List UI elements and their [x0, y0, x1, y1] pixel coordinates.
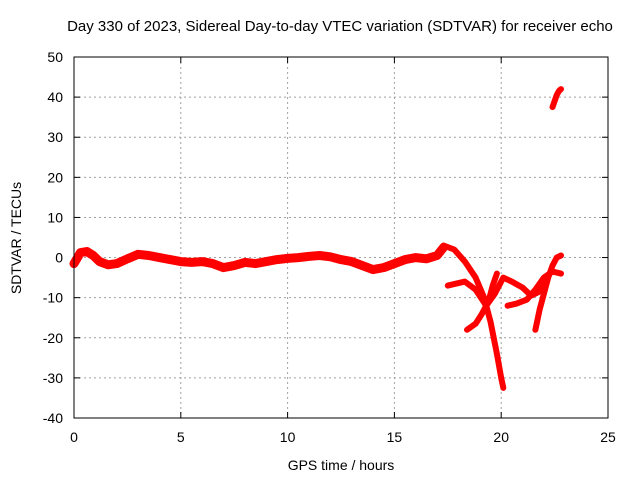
data-point [242, 259, 248, 265]
data-point [77, 250, 83, 256]
grid-lines [74, 57, 608, 418]
data-point [295, 255, 301, 261]
data-point [558, 253, 564, 258]
data-point [146, 253, 152, 258]
x-tick-label: 20 [493, 429, 509, 445]
y-tick-label: 50 [47, 49, 63, 65]
data-point [263, 259, 269, 265]
data-point [441, 243, 446, 248]
data-point [509, 279, 515, 285]
data-point [105, 262, 111, 268]
data-point [545, 275, 551, 281]
data-point [558, 86, 564, 92]
data-point [500, 385, 506, 391]
data-point [231, 263, 237, 269]
data-point [494, 351, 500, 357]
y-tick-label: 10 [47, 209, 63, 225]
data-point [84, 249, 90, 254]
data-point [327, 254, 333, 260]
data-point [338, 257, 344, 263]
data-point [135, 251, 141, 257]
data-point [199, 259, 205, 265]
y-tick-label: -30 [43, 370, 63, 386]
data-point [554, 255, 560, 261]
y-axis-label: SDTVAR / TECUs [8, 181, 24, 295]
data-point [479, 311, 485, 317]
data-point [552, 98, 558, 104]
data-point [505, 303, 511, 309]
data-point [167, 257, 173, 263]
data-point [473, 287, 479, 293]
data-point [285, 255, 291, 261]
data-point [554, 92, 560, 98]
data-point [210, 261, 216, 267]
data-point [434, 253, 440, 258]
data-point [391, 261, 397, 267]
data-point [370, 267, 376, 273]
y-tick-label: 0 [55, 250, 63, 266]
data-point [532, 287, 538, 293]
data-point [494, 271, 500, 277]
data-point [306, 253, 312, 259]
axis-ticks: 0 5 10 15 20 25 -40 -30 -20 -10 0 10 20 30 40 50 [43, 49, 616, 445]
data-point [114, 261, 120, 267]
data-point [485, 299, 491, 305]
data-point [541, 291, 547, 297]
y-tick-label: 40 [47, 89, 63, 105]
data-point [462, 279, 468, 285]
x-tick-label: 0 [70, 429, 78, 445]
data-point [473, 321, 479, 327]
data-point [464, 327, 470, 333]
data-point [490, 283, 496, 289]
data-point [500, 275, 506, 281]
data-point [453, 281, 459, 287]
data-point [532, 327, 538, 333]
data-point [524, 297, 530, 303]
data-point [445, 283, 451, 289]
y-tick-label: -10 [43, 290, 63, 306]
data-point [349, 259, 355, 265]
y-tick-label: 30 [47, 129, 63, 145]
data-point [359, 263, 365, 269]
plot-frame [73, 56, 609, 419]
data-point [90, 253, 96, 258]
data-point [221, 265, 226, 271]
series-trace [440, 242, 507, 391]
data-point [97, 259, 103, 265]
data-marks [69, 86, 564, 391]
data-point [550, 263, 555, 269]
data-point [317, 253, 323, 258]
data-point [423, 256, 429, 262]
data-point [520, 285, 526, 291]
data-point [413, 255, 419, 261]
data-point [473, 275, 479, 281]
x-tick-label: 5 [177, 429, 185, 445]
data-point [156, 255, 162, 261]
x-axis-label: GPS time / hours [287, 457, 395, 473]
x-tick-label: 10 [280, 429, 296, 445]
data-point [513, 301, 519, 307]
data-point [462, 259, 468, 265]
data-point [124, 256, 130, 262]
data-point [253, 261, 259, 267]
data-point [274, 257, 280, 263]
data-point [558, 271, 564, 277]
data-point [189, 259, 194, 265]
data-point [451, 247, 457, 252]
y-tick-label: -20 [43, 330, 63, 346]
x-tick-label: 25 [600, 429, 616, 445]
data-point [498, 375, 504, 381]
data-point [381, 265, 387, 271]
data-point [402, 257, 408, 263]
x-tick-label: 15 [387, 429, 403, 445]
chart-title: Day 330 of 2023, Sidereal Day-to-day VTE… [67, 18, 613, 35]
y-tick-label: 20 [47, 169, 63, 185]
data-point [488, 319, 493, 325]
data-point [550, 104, 555, 110]
y-tick-label: -40 [43, 410, 63, 426]
data-point [537, 307, 543, 313]
data-point [178, 259, 184, 265]
